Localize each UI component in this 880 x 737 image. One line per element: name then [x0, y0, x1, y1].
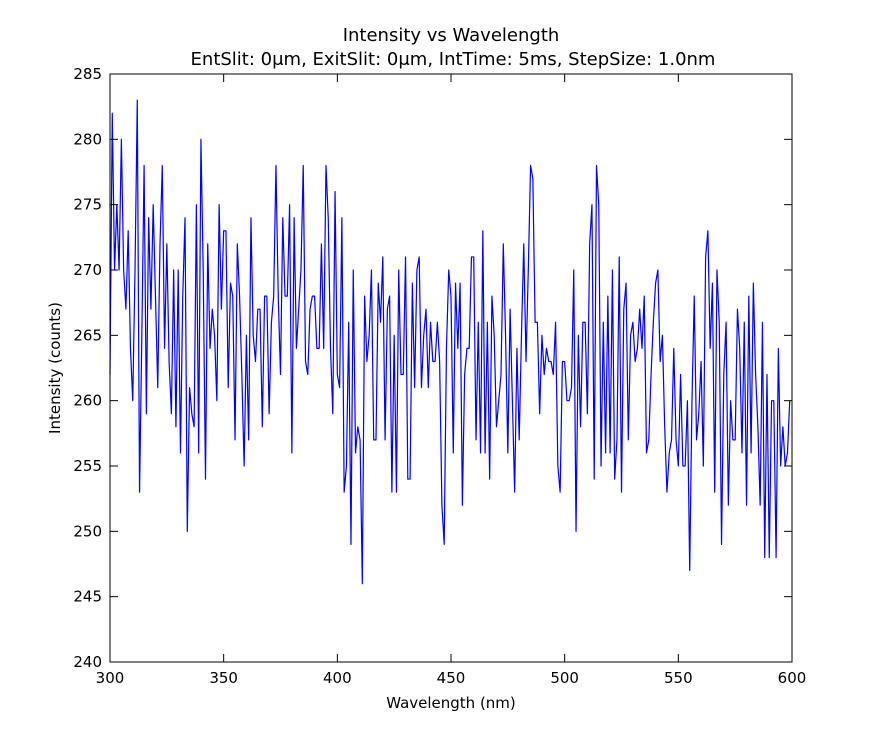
x-tick-label: 600: [778, 669, 807, 687]
chart-title: Intensity vs Wavelength: [343, 25, 560, 46]
y-tick-label: 245: [73, 588, 102, 606]
y-tick-label: 265: [73, 326, 102, 344]
x-tick-label: 350: [209, 669, 238, 687]
y-tick-label: 280: [73, 130, 102, 148]
x-tick-label: 300: [96, 669, 125, 687]
y-tick-label: 255: [73, 457, 102, 475]
y-tick-label: 270: [73, 261, 102, 279]
y-tick-label: 240: [73, 653, 102, 671]
chart-subtitle: EntSlit: 0μm, ExitSlit: 0μm, IntTime: 5m…: [191, 49, 716, 70]
plot-area: [110, 74, 792, 662]
x-ticks: 300 350 400 450 500 550 600: [96, 74, 807, 687]
y-axis-label: Intensity (counts): [46, 302, 64, 434]
series-line: [109, 99, 791, 585]
y-tick-label: 250: [73, 522, 102, 540]
data-series: [109, 99, 791, 585]
y-tick-label: 285: [73, 65, 102, 83]
x-tick-label: 450: [437, 669, 466, 687]
x-axis-label: Wavelength (nm): [386, 694, 516, 712]
x-tick-label: 500: [550, 669, 579, 687]
y-tick-label: 275: [73, 196, 102, 214]
x-tick-label: 550: [664, 669, 693, 687]
y-tick-label: 260: [73, 392, 102, 410]
x-tick-label: 400: [323, 669, 352, 687]
y-ticks: 240 245 250 255 260 265 270 275 280 285: [73, 65, 792, 671]
